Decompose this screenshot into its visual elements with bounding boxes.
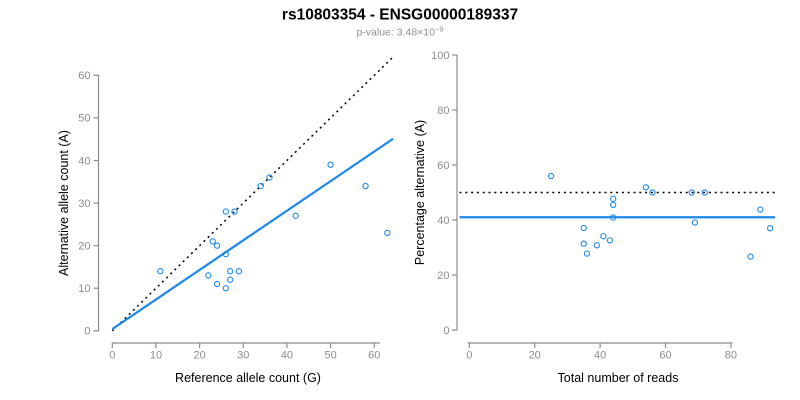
data-point bbox=[593, 242, 600, 249]
x-tick-label: 60 bbox=[659, 350, 671, 362]
right-scatterplot: 0 20 40 60 80 0 20 40 60 80 100 bbox=[431, 50, 775, 362]
data-point bbox=[227, 268, 234, 275]
data-point bbox=[222, 285, 229, 292]
x-axis: 0 10 20 30 40 50 60 bbox=[109, 342, 380, 362]
data-point bbox=[649, 189, 656, 196]
data-point bbox=[222, 208, 229, 215]
data-point bbox=[222, 251, 229, 258]
y-tick-label: 0 bbox=[443, 325, 449, 337]
left-xaxis-title: Reference allele count (G) bbox=[175, 371, 321, 385]
data-point bbox=[209, 238, 216, 245]
data-point bbox=[766, 225, 774, 232]
left-yaxis-title: Alternative allele count (A) bbox=[57, 130, 71, 276]
y-axis: 0 10 20 30 40 50 60 bbox=[78, 70, 100, 338]
y-tick-label: 40 bbox=[78, 155, 90, 167]
right-xaxis-title: Total number of reads bbox=[558, 371, 679, 385]
x-tick-label: 40 bbox=[594, 350, 606, 362]
x-tick-label: 0 bbox=[466, 350, 472, 362]
data-point bbox=[547, 172, 555, 180]
data-point bbox=[610, 201, 617, 209]
pvalue-exponent: −9 bbox=[435, 25, 444, 34]
y-tick-label: 30 bbox=[78, 198, 90, 210]
data-point bbox=[747, 253, 754, 260]
x-tick-label: 10 bbox=[150, 350, 162, 362]
x-tick-label: 20 bbox=[193, 350, 205, 362]
data-point bbox=[606, 237, 614, 244]
x-tick-label: 20 bbox=[529, 350, 541, 362]
data-point bbox=[610, 214, 617, 221]
x-tick-label: 60 bbox=[368, 350, 380, 362]
pvalue-text: p-value: 3.48×10 bbox=[356, 27, 435, 39]
data-point bbox=[580, 224, 587, 232]
data-point bbox=[688, 189, 695, 196]
x-tick-label: 80 bbox=[725, 350, 737, 362]
x-tick-label: 0 bbox=[109, 350, 115, 362]
data-point bbox=[213, 242, 221, 249]
y-axis: 0 20 40 60 80 100 bbox=[431, 50, 458, 337]
data-point bbox=[257, 182, 264, 190]
data-point bbox=[384, 229, 391, 237]
figure-subtitle: p-value: 3.48×10−9 bbox=[356, 25, 443, 39]
data-point bbox=[757, 206, 764, 213]
right-yaxis-title: Percentage alternative (A) bbox=[413, 120, 427, 265]
x-axis: 0 20 40 60 80 bbox=[466, 342, 737, 362]
data-point bbox=[231, 208, 238, 215]
data-point bbox=[213, 280, 221, 288]
data-point bbox=[691, 219, 699, 226]
data-point bbox=[642, 184, 650, 191]
data-point bbox=[580, 240, 587, 247]
points-layer bbox=[157, 161, 391, 292]
data-point bbox=[610, 195, 617, 202]
figure-title: rs10803354 - ENSG00000189337 bbox=[282, 7, 518, 24]
y-tick-label: 20 bbox=[78, 240, 90, 252]
y-tick-label: 50 bbox=[78, 113, 90, 125]
data-point bbox=[327, 161, 334, 168]
regression-line bbox=[111, 137, 394, 331]
y-tick-label: 10 bbox=[78, 283, 90, 295]
y-tick-label: 60 bbox=[437, 160, 449, 172]
y-tick-label: 80 bbox=[437, 105, 449, 117]
y-tick-label: 100 bbox=[431, 50, 449, 62]
y-tick-label: 20 bbox=[437, 270, 449, 282]
y-tick-label: 0 bbox=[84, 326, 90, 338]
x-tick-label: 30 bbox=[237, 350, 249, 362]
left-scatterplot: 0 10 20 30 40 50 60 0 10 20 30 40 50 60 bbox=[78, 56, 394, 362]
data-point bbox=[235, 268, 243, 275]
x-tick-label: 50 bbox=[324, 350, 336, 362]
data-point bbox=[600, 233, 607, 240]
x-tick-label: 40 bbox=[281, 350, 293, 362]
y-tick-label: 40 bbox=[437, 215, 449, 227]
data-point bbox=[362, 182, 369, 190]
data-point bbox=[227, 276, 234, 283]
data-point bbox=[292, 212, 299, 219]
data-point bbox=[205, 272, 212, 279]
identity-line bbox=[111, 56, 394, 332]
points-layer bbox=[547, 172, 774, 260]
data-point bbox=[701, 189, 708, 196]
data-point bbox=[266, 174, 273, 181]
data-point bbox=[583, 250, 591, 257]
y-tick-label: 60 bbox=[78, 70, 90, 82]
data-point bbox=[157, 268, 164, 275]
